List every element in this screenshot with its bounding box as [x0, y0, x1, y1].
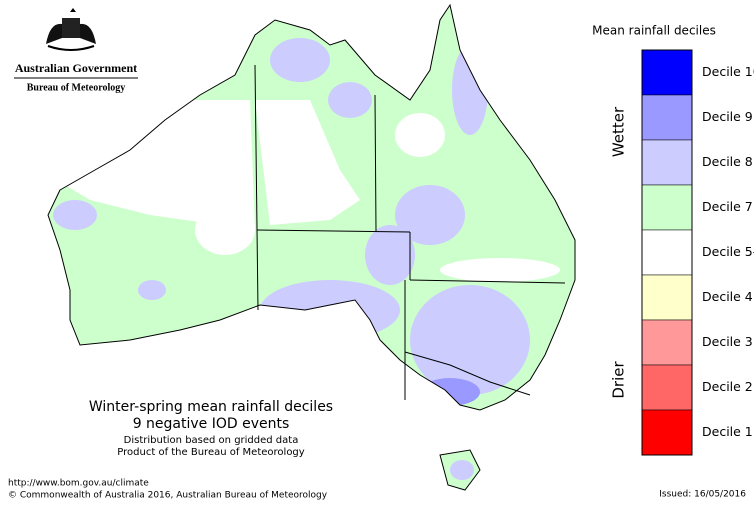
bureau: Bureau of Meteorology [27, 82, 126, 93]
coastline [47, 3, 576, 491]
issued-date: Issued: 16/05/2016 [659, 490, 746, 500]
region [195, 205, 255, 255]
region [395, 113, 445, 157]
agency: Australian Government [15, 61, 137, 75]
legend-label: Decile 8 [702, 154, 753, 169]
region [440, 258, 560, 282]
region [410, 285, 530, 395]
region [328, 82, 372, 118]
legend-swatch [641, 319, 693, 366]
coat-of-arms [46, 8, 96, 51]
legend-swatch [641, 229, 693, 276]
region [138, 280, 166, 300]
region [420, 378, 480, 406]
drier-label: Drier [610, 361, 628, 399]
legend-label: Decile 1 [702, 424, 753, 439]
legend-swatch [641, 409, 693, 456]
caption-subtitle: 9 negative IOD events [133, 416, 290, 432]
region [365, 225, 415, 285]
region [260, 280, 400, 340]
region [395, 185, 465, 245]
legend-swatch [641, 139, 693, 186]
legend-swatch [641, 94, 693, 141]
legend-swatch [641, 364, 693, 411]
footer-copyright: © Commonwealth of Australia 2016, Austra… [8, 491, 328, 501]
state-borders [254, 64, 566, 400]
caption-note: Distribution based on gridded data [124, 435, 299, 446]
legend-label: Decile 10 [702, 64, 754, 79]
footer-url: http://www.bom.gov.au/climate [8, 479, 149, 489]
legend-frame [641, 49, 693, 456]
region [255, 100, 360, 225]
legend-label: Decile 2 [702, 379, 753, 394]
legend-label: Decile 5-6 [702, 244, 754, 259]
legend-title: Mean rainfall deciles [592, 24, 716, 38]
legend: Mean rainfall deciles Wetter Drier Decil… [592, 24, 754, 456]
legend-swatch [641, 184, 693, 231]
legend-label: Decile 9 [702, 109, 753, 124]
caption-note: Product of the Bureau of Meteorology [117, 447, 304, 458]
caption-title: Winter-spring mean rainfall deciles [89, 399, 333, 415]
legend-swatch [641, 274, 693, 321]
region [452, 45, 488, 135]
legend-label: Decile 3 [702, 334, 753, 349]
region [270, 38, 330, 82]
map [48, 5, 575, 490]
region [450, 460, 474, 480]
region [53, 200, 97, 230]
legend-label: Decile 4 [702, 289, 753, 304]
legend-swatch [641, 49, 693, 96]
wetter-label: Wetter [610, 106, 628, 157]
legend-label: Decile 7 [702, 199, 753, 214]
